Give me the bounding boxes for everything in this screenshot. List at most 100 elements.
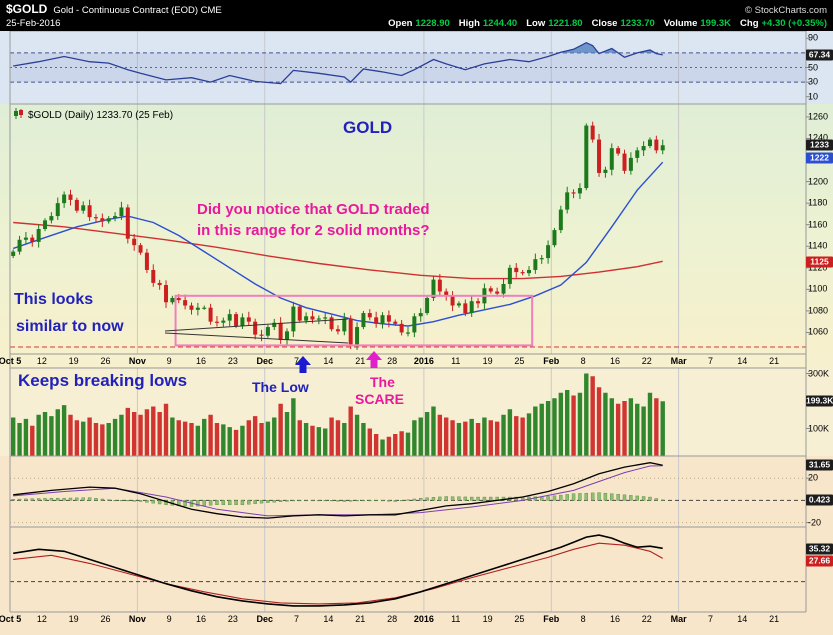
x-label: 21 [355,356,366,366]
oscillator-panel-background [0,527,833,612]
x-label: 2016 [413,614,434,624]
x-label: 11 [451,614,461,624]
quote-value-high: 1244.40 [482,18,518,29]
x-label: 7 [294,356,300,366]
chart-type-icon [13,108,24,122]
scare-arrow [366,351,382,368]
x-label: 7 [294,614,300,624]
ma200-line [13,221,663,280]
quote-value-volume: 199.3K [700,18,732,29]
axis-tick-1180: 1180 [808,197,828,208]
x-label: 28 [387,356,398,366]
axis-tick-50: 50 [808,62,819,72]
x-label: 12 [36,614,47,624]
x-label: 12 [36,356,47,366]
axis-tick-1260: 1260 [808,111,829,122]
x-label: 19 [482,614,493,624]
x-label: 9 [166,356,172,366]
x-label: 19 [68,614,79,624]
macd-panel [10,462,806,524]
notice-annotation-line1: Did you notice that GOLD traded [197,201,430,218]
header-row-title: $GOLD Gold - Continuous Contract (EOD) C… [0,0,833,16]
x-label: Mar [670,356,687,366]
x-label: Oct 5 [0,614,22,624]
x-label: 9 [166,614,172,624]
x-label: 26 [100,356,111,366]
x-label: 8 [580,614,586,624]
volume-bars [10,373,665,456]
x-label: 16 [196,614,207,624]
axis-tick--20: -20 [808,517,822,528]
x-label: 7 [707,614,713,624]
axis-badge-1125: 1125 [806,256,833,268]
price-panel-background [0,104,833,354]
x-label: Feb [543,356,560,366]
quote-label-low: Low [526,18,546,29]
x-label: 22 [641,614,652,624]
scare-annotation-line2: SCARE [355,391,405,407]
header-row-quote: 25-Feb-2016 Open 1228.90 High 1244.40 Low 122… [0,16,833,29]
axis-tick-1060: 1060 [808,326,829,337]
oscillator-fast-line [13,534,663,607]
axis-tick-90: 90 [808,32,819,43]
macd-panel-background [0,456,833,527]
x-label: 16 [196,356,207,366]
stockcharts-credit: © StockCharts.com [745,5,827,16]
x-label: 21 [769,356,780,366]
x-label: 16 [609,614,620,624]
x-label: 2016 [413,356,434,366]
axis-tick-300k: 300K [808,368,830,378]
quote-label-high: High [458,18,480,29]
the-low-arrow [295,356,311,373]
x-label: 21 [769,614,780,624]
axis-badge-1222: 1222 [806,152,833,164]
x-label: 19 [482,356,493,366]
macd-line [13,462,663,519]
quote-label-close: Close [591,18,618,29]
axis-tick-100k: 100K [808,423,830,433]
axis-tick-30: 30 [808,76,819,87]
similar-annotation-line1: This looks [14,291,94,308]
panel-borders [9,30,807,613]
x-label: 14 [323,614,334,624]
axis-badge-0423: 0.423 [806,494,833,506]
axis-tick-1080: 1080 [808,305,829,316]
chart-date: 25-Feb-2016 [6,18,61,29]
pointer-line [164,332,349,344]
price-panel [10,121,806,350]
x-label: Oct 5 [0,356,22,366]
ticker-symbol: $GOLD [6,2,48,16]
quote-value-close: 1233.70 [620,18,655,29]
oscillator-slow-line [13,542,663,605]
date-axis-row-background [0,354,833,368]
quote-value-open: 1228.90 [415,18,450,29]
x-label: 23 [227,356,238,366]
pointer-line [164,318,349,332]
candlesticks [11,121,665,350]
x-label: Nov [128,614,146,624]
x-label: Nov [128,356,146,366]
x-label: 16 [609,356,620,366]
x-label: Dec [256,356,273,366]
gold-title-annotation: GOLD [343,118,393,137]
x-label: Mar [670,614,687,624]
axis-badge-6734: 67.34 [806,49,833,61]
x-label: 19 [68,356,79,366]
axis-tick-1160: 1160 [808,219,828,230]
keeps-breaking-lows-annotation: Keeps breaking lows [18,371,188,390]
x-label: 14 [737,356,748,366]
price-panel-label-text: $GOLD (Daily) 1233.70 (25 Feb) [28,109,174,121]
quote-value-chg: +4.30 (+0.35%) [761,18,828,29]
similar-annotation-line2: similar to now [16,318,124,335]
x-label: 21 [355,614,366,624]
axis-tick-1200: 1200 [808,176,829,187]
x-label: 28 [387,614,398,624]
quote-label-volume: Volume [663,18,698,29]
x-label: Feb [543,614,560,624]
quote-label-open: Open [388,18,413,29]
notice-annotation-line2: in this range for 2 solid months? [197,222,430,239]
x-label: 22 [641,356,652,366]
axis-tick-1240: 1240 [808,132,829,143]
